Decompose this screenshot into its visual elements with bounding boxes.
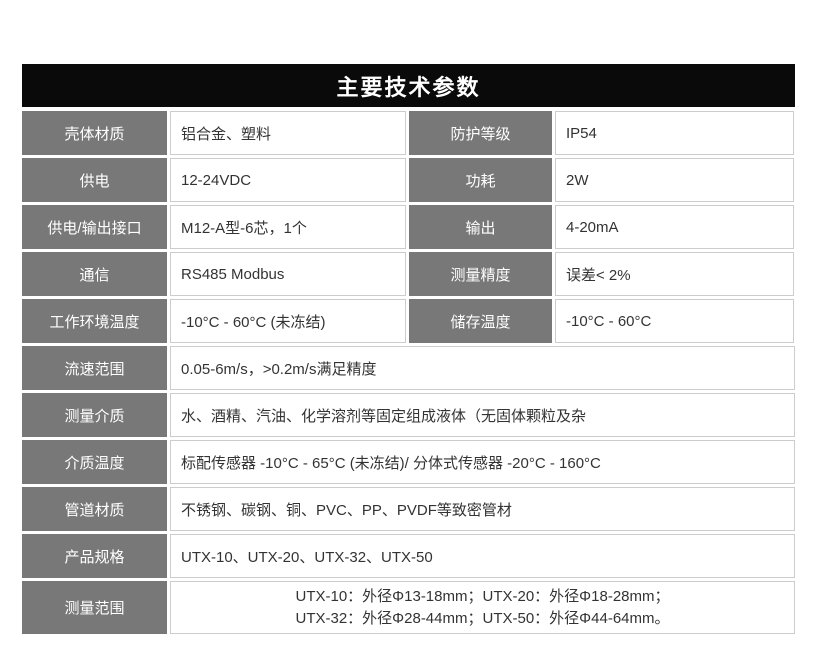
table-row: 产品规格 UTX-10、UTX-20、UTX-32、UTX-50 (22, 534, 795, 578)
spec-section: 主要技术参数 壳体材质 铝合金、塑料 防护等级 IP54 供电 12-24VDC… (22, 64, 795, 637)
table-row: 供电/输出接口 M12-A型-6芯，1个 输出 4-20mA (22, 205, 795, 249)
param-label: 供电/输出接口 (22, 205, 167, 249)
param-label: 输出 (409, 205, 552, 249)
table-row: 流速范围 0.05-6m/s，>0.2m/s满足精度 (22, 346, 795, 390)
param-label: 流速范围 (22, 346, 167, 390)
param-label: 测量精度 (409, 252, 552, 296)
param-value: -10°C - 60°C (555, 299, 794, 343)
table-row: 供电 12-24VDC 功耗 2W (22, 158, 795, 202)
param-label: 介质温度 (22, 440, 167, 484)
param-label: 供电 (22, 158, 167, 202)
section-title-banner: 主要技术参数 (22, 64, 795, 107)
param-label: 工作环境温度 (22, 299, 167, 343)
param-label: 功耗 (409, 158, 552, 202)
param-label: 测量介质 (22, 393, 167, 437)
param-value: 2W (555, 158, 794, 202)
table-row: 测量介质 水、酒精、汽油、化学溶剂等固定组成液体（无固体颗粒及杂 (22, 393, 795, 437)
param-value: 0.05-6m/s，>0.2m/s满足精度 (170, 346, 795, 390)
param-value: UTX-10：外径Φ13-18mm；UTX-20：外径Φ18-28mm； UTX… (170, 581, 795, 634)
param-value: M12-A型-6芯，1个 (170, 205, 406, 249)
param-value: UTX-10、UTX-20、UTX-32、UTX-50 (170, 534, 795, 578)
table-row: 通信 RS485 Modbus 测量精度 误差< 2% (22, 252, 795, 296)
table-row: 介质温度 标配传感器 -10°C - 65°C (未冻结)/ 分体式传感器 -2… (22, 440, 795, 484)
param-label: 产品规格 (22, 534, 167, 578)
param-value: 水、酒精、汽油、化学溶剂等固定组成液体（无固体颗粒及杂 (170, 393, 795, 437)
table-row: 工作环境温度 -10°C - 60°C (未冻结) 储存温度 -10°C - 6… (22, 299, 795, 343)
param-value-line: UTX-32：外径Φ28-44mm；UTX-50：外径Φ44-64mm。 (295, 609, 670, 627)
param-value: -10°C - 60°C (未冻结) (170, 299, 406, 343)
table-row: 壳体材质 铝合金、塑料 防护等级 IP54 (22, 111, 795, 155)
table-row: 测量范围 UTX-10：外径Φ13-18mm；UTX-20：外径Φ18-28mm… (22, 581, 795, 634)
param-value: IP54 (555, 111, 794, 155)
section-title: 主要技术参数 (336, 74, 481, 100)
param-value: 误差< 2% (555, 252, 794, 296)
param-value: 标配传感器 -10°C - 65°C (未冻结)/ 分体式传感器 -20°C -… (170, 440, 795, 484)
param-value: 不锈钢、碳钢、铜、PVC、PP、PVDF等致密管材 (170, 487, 795, 531)
param-value-line: UTX-10：外径Φ13-18mm；UTX-20：外径Φ18-28mm； (295, 587, 670, 605)
spec-table: 壳体材质 铝合金、塑料 防护等级 IP54 供电 12-24VDC 功耗 2W … (22, 111, 795, 634)
param-value: 12-24VDC (170, 158, 406, 202)
param-label: 通信 (22, 252, 167, 296)
param-label: 管道材质 (22, 487, 167, 531)
param-value: RS485 Modbus (170, 252, 406, 296)
param-label: 储存温度 (409, 299, 552, 343)
param-value: 4-20mA (555, 205, 794, 249)
table-row: 管道材质 不锈钢、碳钢、铜、PVC、PP、PVDF等致密管材 (22, 487, 795, 531)
param-label: 壳体材质 (22, 111, 167, 155)
param-label: 防护等级 (409, 111, 552, 155)
param-value: 铝合金、塑料 (170, 111, 406, 155)
param-label: 测量范围 (22, 581, 167, 634)
